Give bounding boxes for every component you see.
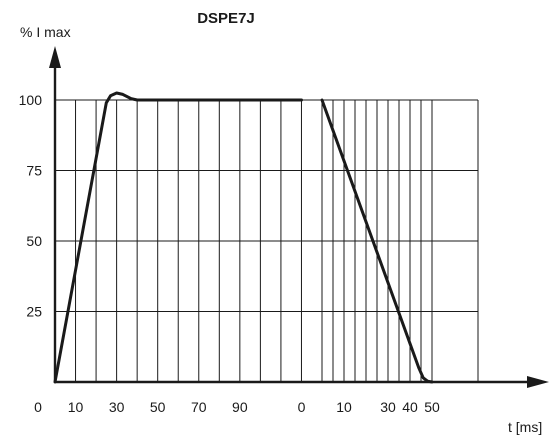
tick-labels: 25 50 75 100 0 10 30 50 70 90 0 10 30 40 50 [19, 92, 440, 415]
series-line [320, 98, 434, 384]
series [53, 91, 434, 384]
x-tick-label: 0 [34, 399, 42, 415]
x-tick-label: 90 [232, 399, 248, 415]
y-axis-label: % I max [20, 24, 71, 40]
y-tick-label: 75 [26, 163, 42, 179]
x-axis-label: t [ms] [508, 419, 542, 435]
axes [49, 46, 549, 388]
x-tick-label: 50 [150, 399, 166, 415]
x-axis-arrow-icon [527, 376, 549, 388]
y-tick-label: 50 [26, 233, 42, 249]
x-tick-label: 70 [191, 399, 207, 415]
grid [55, 99, 479, 382]
x-tick-label: 30 [109, 399, 125, 415]
x-tick-label: 40 [402, 399, 418, 415]
x-tick-label: 10 [68, 399, 84, 415]
y-tick-label: 25 [26, 304, 42, 320]
y-axis-arrow-icon [49, 46, 61, 68]
x-tick-label: 10 [336, 399, 352, 415]
x-tick-label: 30 [380, 399, 396, 415]
chart-title: DSPE7J [197, 10, 255, 27]
x-tick-label: 0 [298, 399, 306, 415]
x-tick-label: 50 [424, 399, 440, 415]
series-line [53, 91, 303, 384]
y-tick-label: 100 [19, 92, 43, 108]
